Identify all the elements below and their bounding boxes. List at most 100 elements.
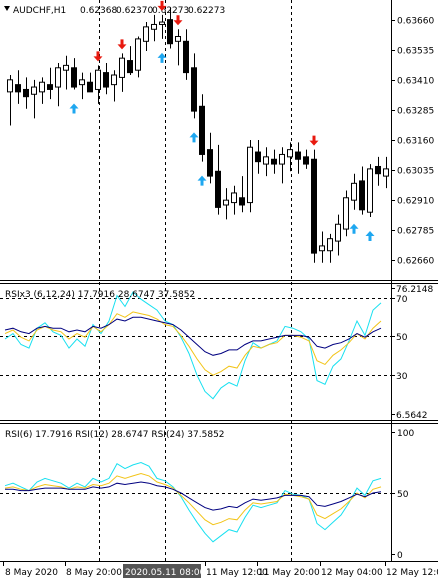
candle-body — [231, 192, 237, 204]
candle — [127, 46, 133, 76]
candle-body — [223, 199, 229, 206]
candle — [311, 149, 317, 263]
candle — [39, 77, 45, 104]
candle-body — [383, 168, 389, 177]
candle — [175, 29, 181, 66]
rsi-lines — [4, 461, 382, 543]
candle — [239, 176, 245, 213]
candle — [103, 62, 109, 95]
rsi-scale-0: 0 — [397, 551, 403, 561]
candle — [215, 144, 221, 215]
candle-body — [183, 40, 189, 74]
candle — [119, 53, 125, 92]
candle-body — [335, 223, 341, 242]
price-label: 0.62785 — [397, 227, 434, 237]
time-label-highlighted: 2020.05.11 08:00 — [125, 568, 206, 578]
candle — [375, 156, 381, 186]
candle-body — [127, 60, 133, 74]
candle — [159, 14, 165, 39]
candle-body — [39, 81, 45, 93]
candle-body — [63, 64, 69, 71]
time-axis[interactable]: 8 May 2020 8 May 20:00 2020.05.11 08:00 … — [3, 562, 438, 578]
candle — [47, 67, 53, 100]
candle — [327, 233, 333, 263]
candle — [71, 58, 77, 90]
rsix3-series-line — [4, 291, 382, 400]
candle — [255, 140, 261, 174]
candle-body — [87, 81, 93, 93]
price-label: 0.63535 — [397, 47, 434, 57]
price-label: 0.63285 — [397, 107, 434, 117]
rsi-scale: 100 50 0 — [391, 429, 414, 561]
rsi-series-line — [4, 461, 382, 543]
buy-arrow-icon — [365, 231, 375, 242]
candle-body — [199, 105, 205, 155]
candle — [55, 62, 61, 107]
sell-arrow-icon — [157, 0, 167, 11]
candle — [335, 214, 341, 256]
sell-arrow-icon — [93, 51, 103, 62]
rsix3-scale-min: 6.5642 — [396, 411, 428, 421]
candle — [87, 72, 93, 93]
candle-body — [119, 57, 125, 78]
candle-body — [215, 170, 221, 208]
candle-body — [271, 158, 277, 165]
candle — [279, 147, 285, 184]
candle — [207, 132, 213, 184]
candle-body — [247, 146, 253, 204]
highlighted-time-box — [123, 564, 201, 578]
rsix3-scale: 76.2148 70 50 30 6.5642 — [391, 285, 433, 421]
price-label: 0.63410 — [397, 77, 434, 87]
price-label: 0.63035 — [397, 167, 434, 177]
candle-body — [287, 149, 293, 158]
candle-body — [255, 151, 261, 163]
candle-body — [103, 72, 109, 88]
candle-body — [143, 26, 149, 42]
price-axis[interactable]: 0.63660 0.63535 0.63410 0.63285 0.63160 0.630… — [391, 17, 434, 267]
candle-body — [167, 19, 173, 45]
rsi-scale-100: 100 — [397, 429, 414, 439]
candle — [271, 149, 277, 174]
candle-body — [111, 74, 117, 86]
price-label: 0.63160 — [397, 137, 434, 147]
rsix3-series-line — [4, 311, 382, 376]
candle — [359, 166, 365, 215]
candle-body — [303, 156, 309, 165]
candle-body — [79, 79, 85, 86]
symbol-label: AUDCHF,H1 — [13, 6, 66, 16]
candle — [343, 190, 349, 237]
candle — [151, 14, 157, 42]
rsix3-lines — [4, 291, 382, 400]
candle-body — [175, 35, 181, 42]
rsi-series-line — [5, 481, 382, 511]
candle-body — [135, 38, 141, 71]
candle — [167, 7, 173, 49]
main-panel-header: AUDCHF,H1 0.62368 0.62370 0.62273 0.6227… — [4, 6, 225, 16]
candle — [383, 156, 389, 189]
time-label-6: 12 May 04:00 — [321, 568, 383, 578]
candle-body — [15, 84, 21, 93]
buy-arrow-icon — [197, 175, 207, 186]
rsi-panel-header: RSI(6) 17.7916 RSI(12) 28.6747 RSI(24) 3… — [5, 430, 225, 440]
time-label-2: 8 May 20:00 — [66, 568, 122, 578]
candle-body — [343, 197, 349, 230]
candle-body — [359, 180, 365, 211]
rsix3-panel-header: RSIx3 (6,12,24) 17.7916 28.6747 37.5852 — [5, 290, 195, 300]
rsix3-scale-50: 50 — [396, 333, 408, 343]
candle-body — [159, 21, 165, 25]
candle — [287, 142, 293, 172]
candle — [111, 70, 117, 102]
rsi-title: RSI(6) 17.7916 RSI(12) 28.6747 RSI(24) 3… — [5, 430, 225, 440]
buy-arrow-icon — [189, 132, 199, 143]
price-label: 0.62660 — [397, 257, 434, 267]
candle-body — [191, 67, 197, 112]
candle-body — [71, 67, 77, 88]
sell-arrow-icon — [173, 15, 183, 26]
candle — [295, 142, 301, 174]
candle-body — [375, 165, 381, 175]
chart-menu-triangle-icon[interactable] — [4, 6, 10, 11]
candle — [223, 188, 229, 220]
candle-body — [31, 86, 37, 95]
buy-arrow-icon — [349, 223, 359, 234]
